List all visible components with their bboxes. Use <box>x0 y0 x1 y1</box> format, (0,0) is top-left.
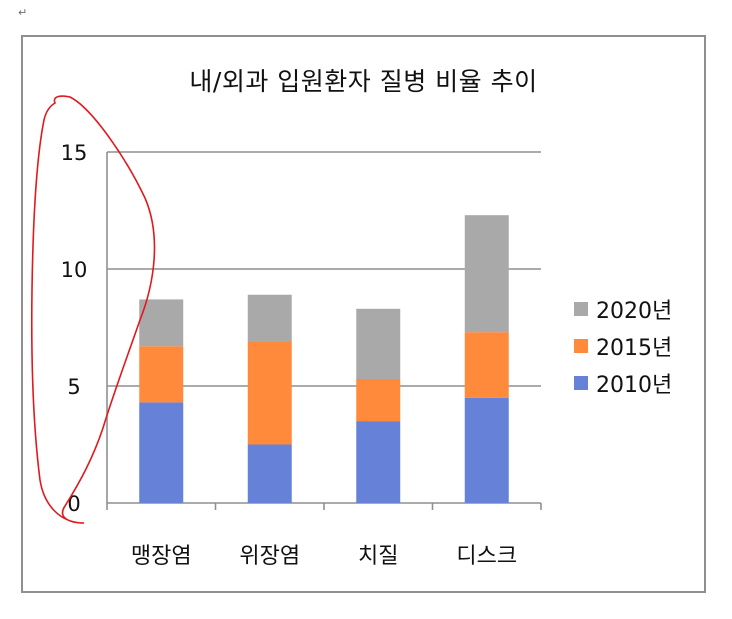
bar-치질-2015년 <box>356 378 401 422</box>
bar-디스크-2020년 <box>464 215 509 333</box>
paragraph-mark: ↵ <box>18 6 28 19</box>
legend-item: 2010년 <box>574 364 672 401</box>
legend-label: 2015년 <box>596 335 673 361</box>
bar-맹장염-2010년 <box>139 402 184 503</box>
legend-item: 2020년 <box>574 290 672 327</box>
x-category-label: 위장염 <box>239 544 300 569</box>
bar-치질-2020년 <box>356 308 401 379</box>
y-tick-label: 10 <box>61 258 88 282</box>
legend-swatch <box>574 375 588 390</box>
bar-맹장염-2020년 <box>139 299 184 347</box>
bar-위장염-2015년 <box>247 341 292 445</box>
legend-item: 2015년 <box>574 327 672 364</box>
x-category-label: 디스크 <box>456 544 517 569</box>
legend-label: 2010년 <box>596 372 673 398</box>
annotation-outline <box>30 95 156 524</box>
bar-디스크-2015년 <box>464 332 509 398</box>
legend-label: 2020년 <box>596 298 673 324</box>
y-tick-label: 0 <box>67 492 80 516</box>
bar-위장염-2020년 <box>247 294 292 342</box>
x-category-label: 맹장염 <box>131 544 192 569</box>
chart-title: 내/외과 입원환자 질병 비율 추이 <box>189 67 538 96</box>
x-category-label: 치질 <box>358 544 398 569</box>
legend-swatch <box>574 301 588 316</box>
y-tick-label: 15 <box>61 141 88 165</box>
bar-디스크-2010년 <box>464 397 509 503</box>
chart-legend: 2020년 2015년 2010년 <box>574 290 672 401</box>
y-tick-label: 5 <box>67 375 80 399</box>
bar-위장염-2010년 <box>247 444 292 503</box>
bar-치질-2010년 <box>356 421 401 503</box>
legend-swatch <box>574 338 588 353</box>
bar-맹장염-2015년 <box>139 346 184 403</box>
